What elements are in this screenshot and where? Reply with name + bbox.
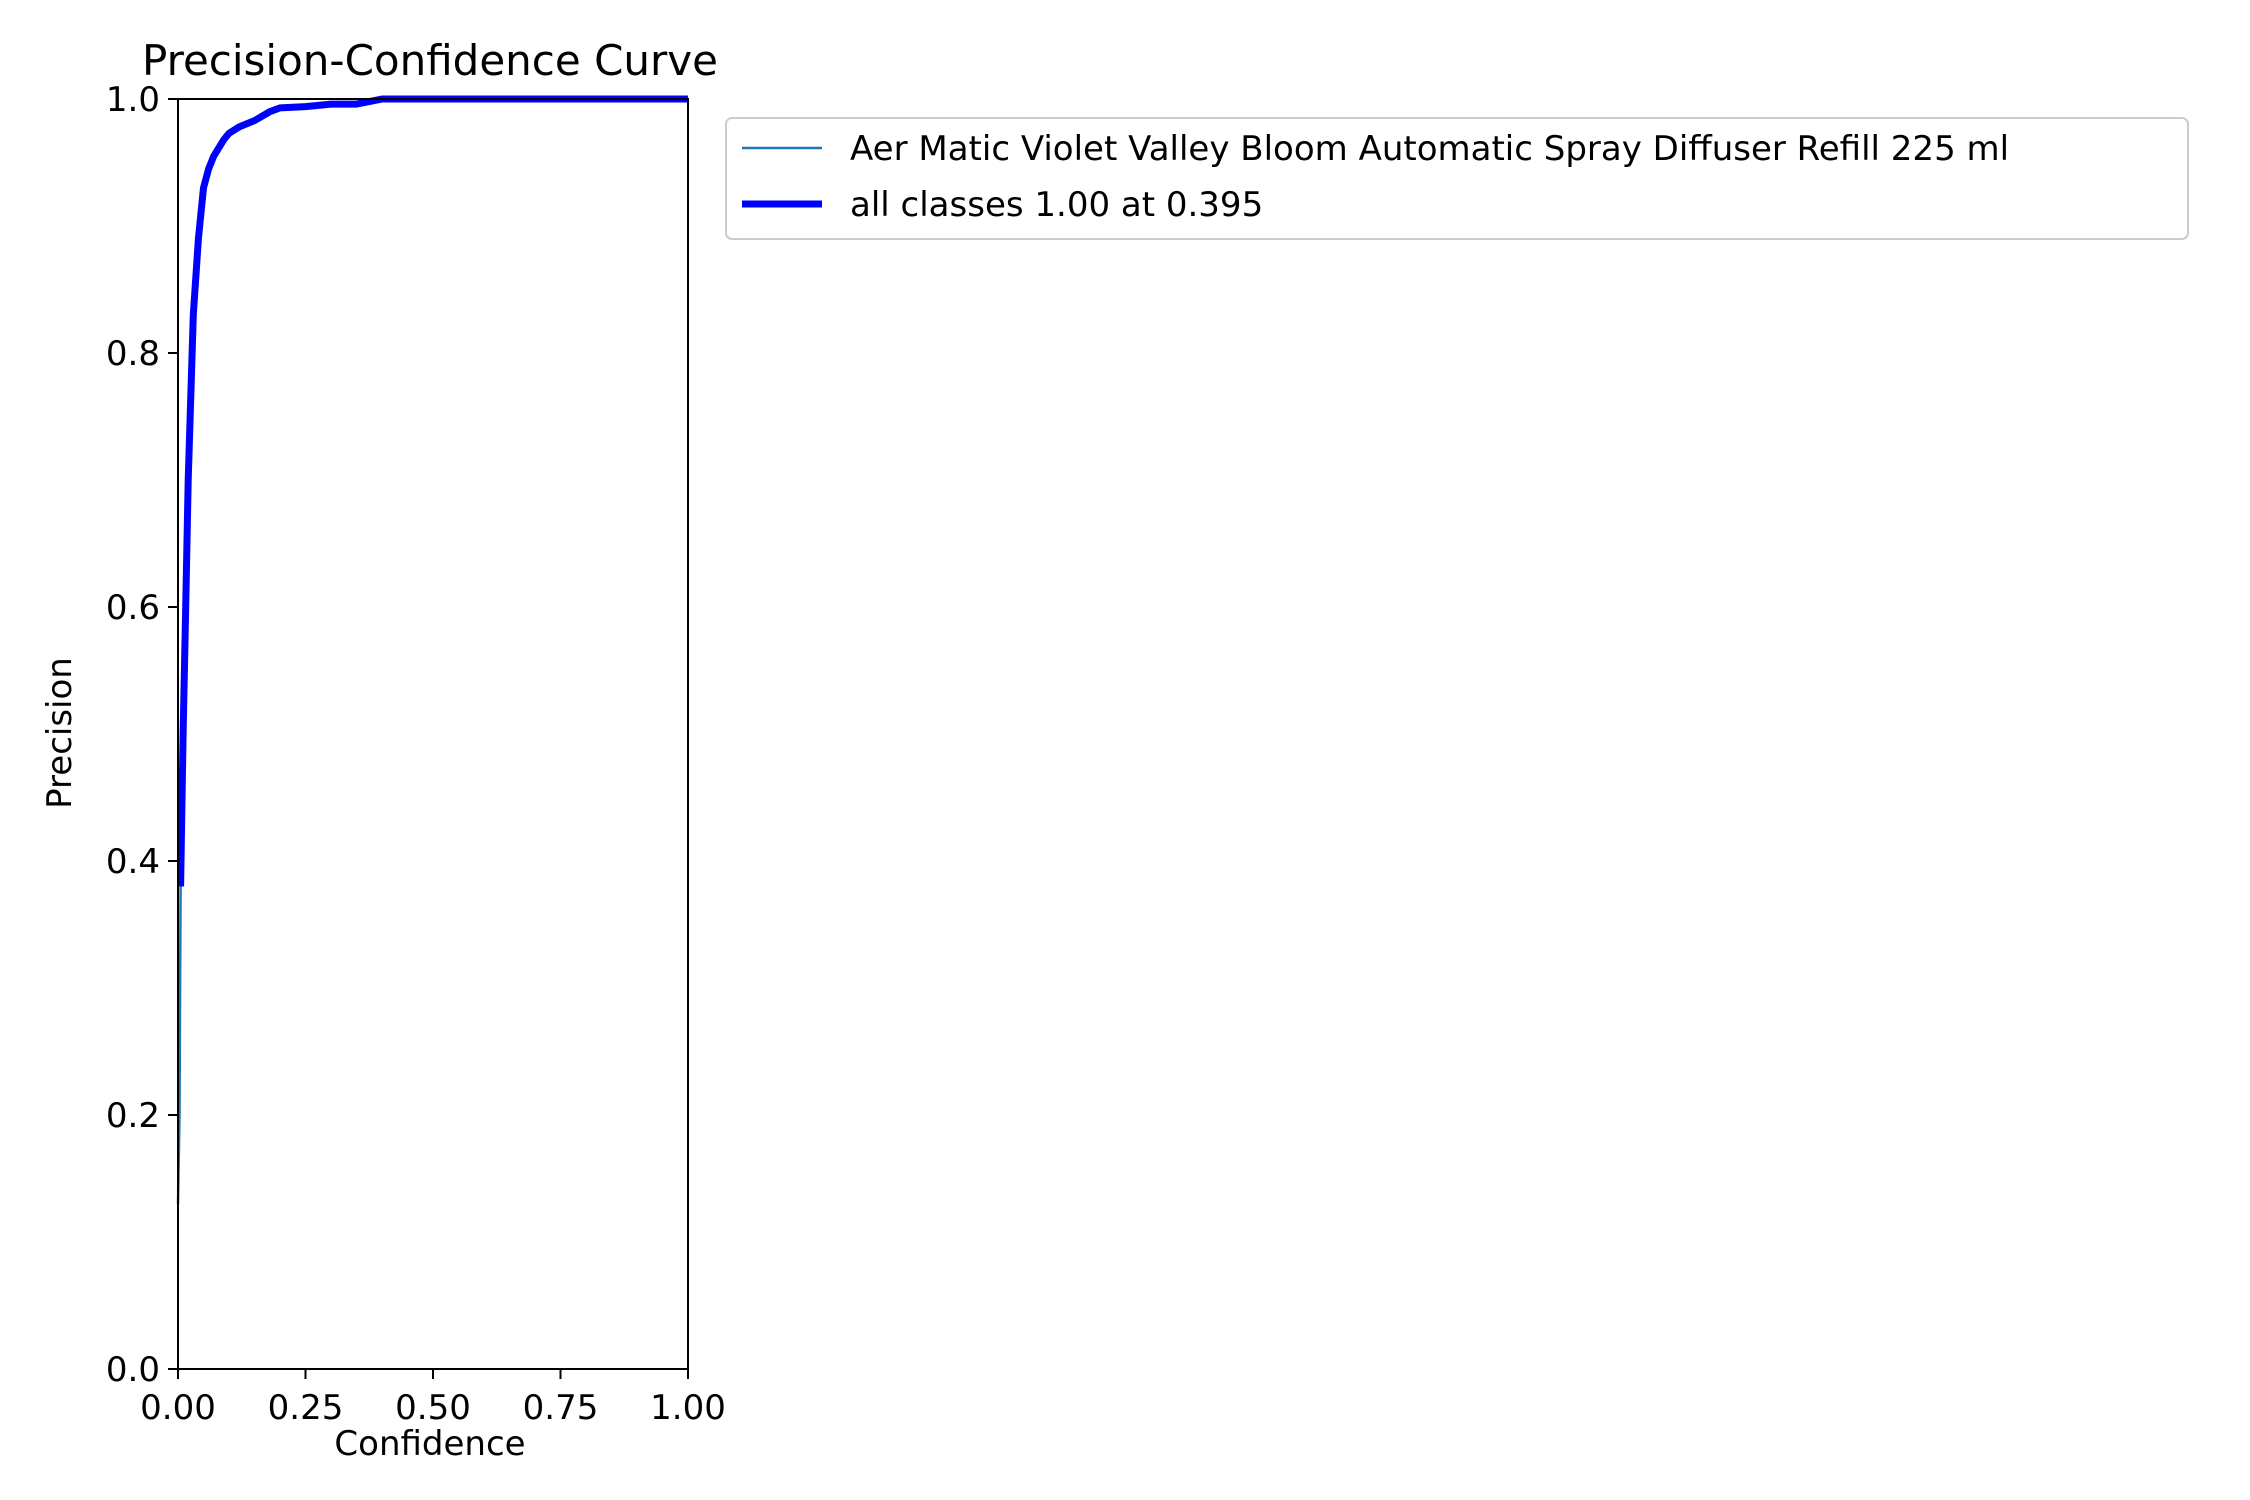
x-tick-label: 0.25 [268,1388,344,1428]
x-axis-ticks: 0.00 0.25 0.50 0.75 1.00 [140,1369,726,1428]
plot-area: 0.00 0.25 0.50 0.75 1.00 0.0 0.2 0.4 0.6 0.8 1.0 [106,80,726,1428]
chart-title: Precision-Confidence Curve [142,36,718,85]
x-tick-label: 0.00 [140,1388,216,1428]
legend-label-class: Aer Matic Violet Valley Bloom Automatic … [850,129,2009,169]
legend-frame [725,117,2189,240]
series-line-all-classes [177,95,688,887]
y-tick-label: 1.0 [106,80,160,120]
y-axis-label: Precision [40,657,80,809]
y-tick-label: 0.4 [106,842,160,882]
y-tick-label: 0.0 [106,1350,160,1390]
y-tick-label: 0.6 [106,588,160,628]
x-tick-label: 1.00 [650,1388,726,1428]
y-tick-label: 0.2 [106,1096,160,1136]
legend: Aer Matic Violet Valley Bloom Automatic … [725,117,2189,240]
x-tick-label: 0.50 [395,1388,471,1428]
y-axis-ticks: 0.0 0.2 0.4 0.6 0.8 1.0 [106,80,178,1390]
y-tick-label: 0.8 [106,334,160,374]
x-tick-label: 0.75 [523,1388,599,1428]
x-axis-label: Confidence [334,1424,525,1464]
series-layer [176,95,688,1204]
legend-label-all-classes: all classes 1.00 at 0.395 [850,185,1263,225]
